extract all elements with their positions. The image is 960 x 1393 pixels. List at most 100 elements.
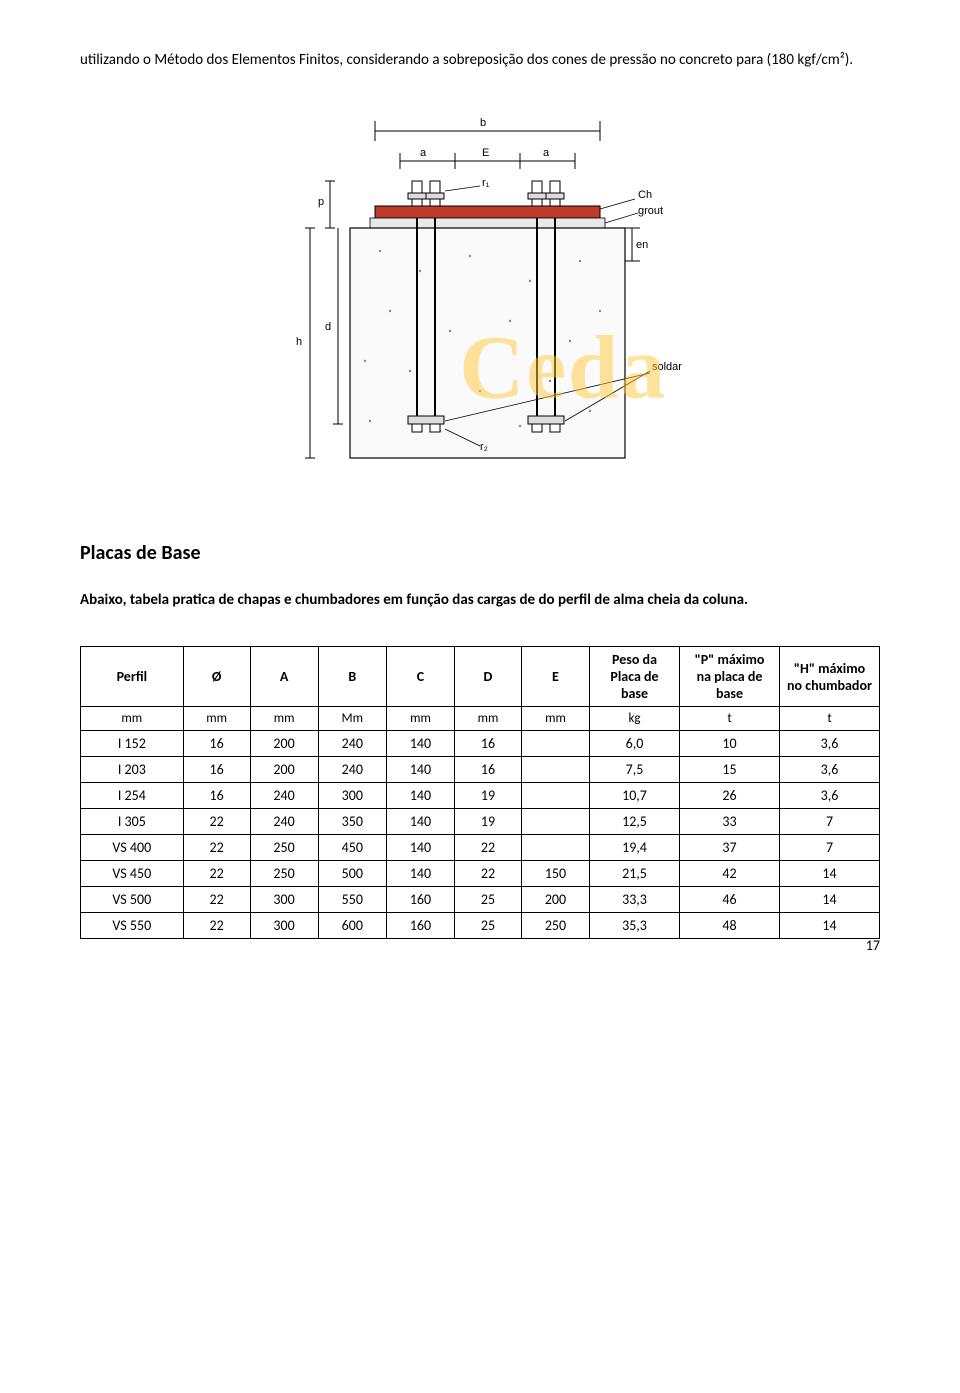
label-h: h	[296, 336, 302, 348]
table-cell: VS 550	[81, 913, 184, 939]
table-cell: 300	[250, 913, 318, 939]
table-cell: 25	[454, 913, 521, 939]
table-cell: 140	[386, 835, 454, 861]
table-cell: 240	[318, 757, 386, 783]
table-cell: VS 450	[81, 861, 184, 887]
table-cell: 16	[454, 731, 521, 757]
table-cell: 12,5	[590, 809, 680, 835]
table-cell: 16	[183, 731, 250, 757]
table-cell: 250	[521, 913, 589, 939]
table-cell: 3,6	[780, 757, 880, 783]
table-cell: 25	[454, 887, 521, 913]
table-cell: 200	[521, 887, 589, 913]
table-cell: 14	[780, 887, 880, 913]
col-E: E	[521, 647, 589, 707]
table-cell: 7	[780, 809, 880, 835]
table-cell: 300	[318, 783, 386, 809]
col-diameter: Ø	[183, 647, 250, 707]
table-cell: 3,6	[780, 731, 880, 757]
table-cell: 250	[250, 861, 318, 887]
table-cell: 14	[780, 861, 880, 887]
col-A: A	[250, 647, 318, 707]
table-cell	[521, 783, 589, 809]
table-cell	[521, 809, 589, 835]
table-cell: 240	[318, 731, 386, 757]
table-cell: 350	[318, 809, 386, 835]
table-cell: 26	[680, 783, 780, 809]
table-cell: 22	[183, 913, 250, 939]
label-a1: a	[420, 147, 426, 159]
table-row: I 254162403001401910,7263,6	[81, 783, 880, 809]
table-cell: 200	[250, 757, 318, 783]
label-E: E	[482, 147, 489, 159]
table-cell: 140	[386, 861, 454, 887]
label-Ch: Ch	[638, 189, 652, 201]
table-cell: 10,7	[590, 783, 680, 809]
table-cell: 160	[386, 913, 454, 939]
base-plate-diagram: b a E a p r₁ Ch grout h d en soldar r₂	[270, 111, 690, 481]
table-cell: 140	[386, 809, 454, 835]
table-cell: 22	[454, 861, 521, 887]
label-r1: r₁	[482, 177, 489, 189]
table-cell: 15	[680, 757, 780, 783]
table-cell: 140	[386, 783, 454, 809]
col-peso: Peso da Placa de base	[590, 647, 680, 707]
table-cell: 550	[318, 887, 386, 913]
label-d: d	[325, 321, 331, 333]
table-cell: 21,5	[590, 861, 680, 887]
table-cell: 7	[780, 835, 880, 861]
unit-cell: mm	[81, 707, 184, 731]
unit-cell: kg	[590, 707, 680, 731]
table-cell: 22	[454, 835, 521, 861]
base-plate-table: Perfil Ø A B C D E Peso da Placa de base…	[80, 646, 880, 939]
unit-cell: mm	[454, 707, 521, 731]
col-D: D	[454, 647, 521, 707]
table-cell: 19,4	[590, 835, 680, 861]
table-cell: 7,5	[590, 757, 680, 783]
label-b: b	[480, 117, 486, 129]
table-cell	[521, 835, 589, 861]
table-cell: 37	[680, 835, 780, 861]
table-cell: 14	[780, 913, 880, 939]
table-cell: I 254	[81, 783, 184, 809]
col-perfil: Perfil	[81, 647, 184, 707]
table-cell: 6,0	[590, 731, 680, 757]
table-cell: VS 400	[81, 835, 184, 861]
table-cell: 48	[680, 913, 780, 939]
table-cell: 240	[250, 783, 318, 809]
table-cell: 300	[250, 887, 318, 913]
table-cell: 150	[521, 861, 589, 887]
table-row: I 20316200240140167,5153,6	[81, 757, 880, 783]
table-cell: 22	[183, 835, 250, 861]
table-row: VS 400222504501402219,4377	[81, 835, 880, 861]
unit-cell: mm	[521, 707, 589, 731]
table-row: I 15216200240140166,0103,6	[81, 731, 880, 757]
table-cell: 140	[386, 731, 454, 757]
table-row: VS 450222505001402215021,54214	[81, 861, 880, 887]
unit-cell: mm	[183, 707, 250, 731]
table-cell: 450	[318, 835, 386, 861]
table-cell: 19	[454, 783, 521, 809]
diagram-container: b a E a p r₁ Ch grout h d en soldar r₂ C…	[80, 111, 880, 481]
table-cell: VS 500	[81, 887, 184, 913]
unit-cell: mm	[386, 707, 454, 731]
label-grout: grout	[638, 205, 663, 217]
table-cell: I 305	[81, 809, 184, 835]
table-cell: 160	[386, 887, 454, 913]
label-a2: a	[543, 147, 549, 159]
table-body: I 15216200240140166,0103,6I 203162002401…	[81, 731, 880, 939]
table-cell	[521, 757, 589, 783]
table-cell: 500	[318, 861, 386, 887]
label-soldar: soldar	[652, 361, 682, 373]
col-hmax: "H" máximo no chumbador	[780, 647, 880, 707]
table-cell: 22	[183, 861, 250, 887]
table-cell: 240	[250, 809, 318, 835]
table-cell: I 152	[81, 731, 184, 757]
col-C: C	[386, 647, 454, 707]
page-number: 17	[866, 937, 880, 954]
table-cell: 16	[454, 757, 521, 783]
diagram-svg	[270, 111, 690, 481]
intro-paragraph: utilizando o Método dos Elementos Finito…	[80, 50, 880, 71]
table-cell: 600	[318, 913, 386, 939]
table-cell: 140	[386, 757, 454, 783]
